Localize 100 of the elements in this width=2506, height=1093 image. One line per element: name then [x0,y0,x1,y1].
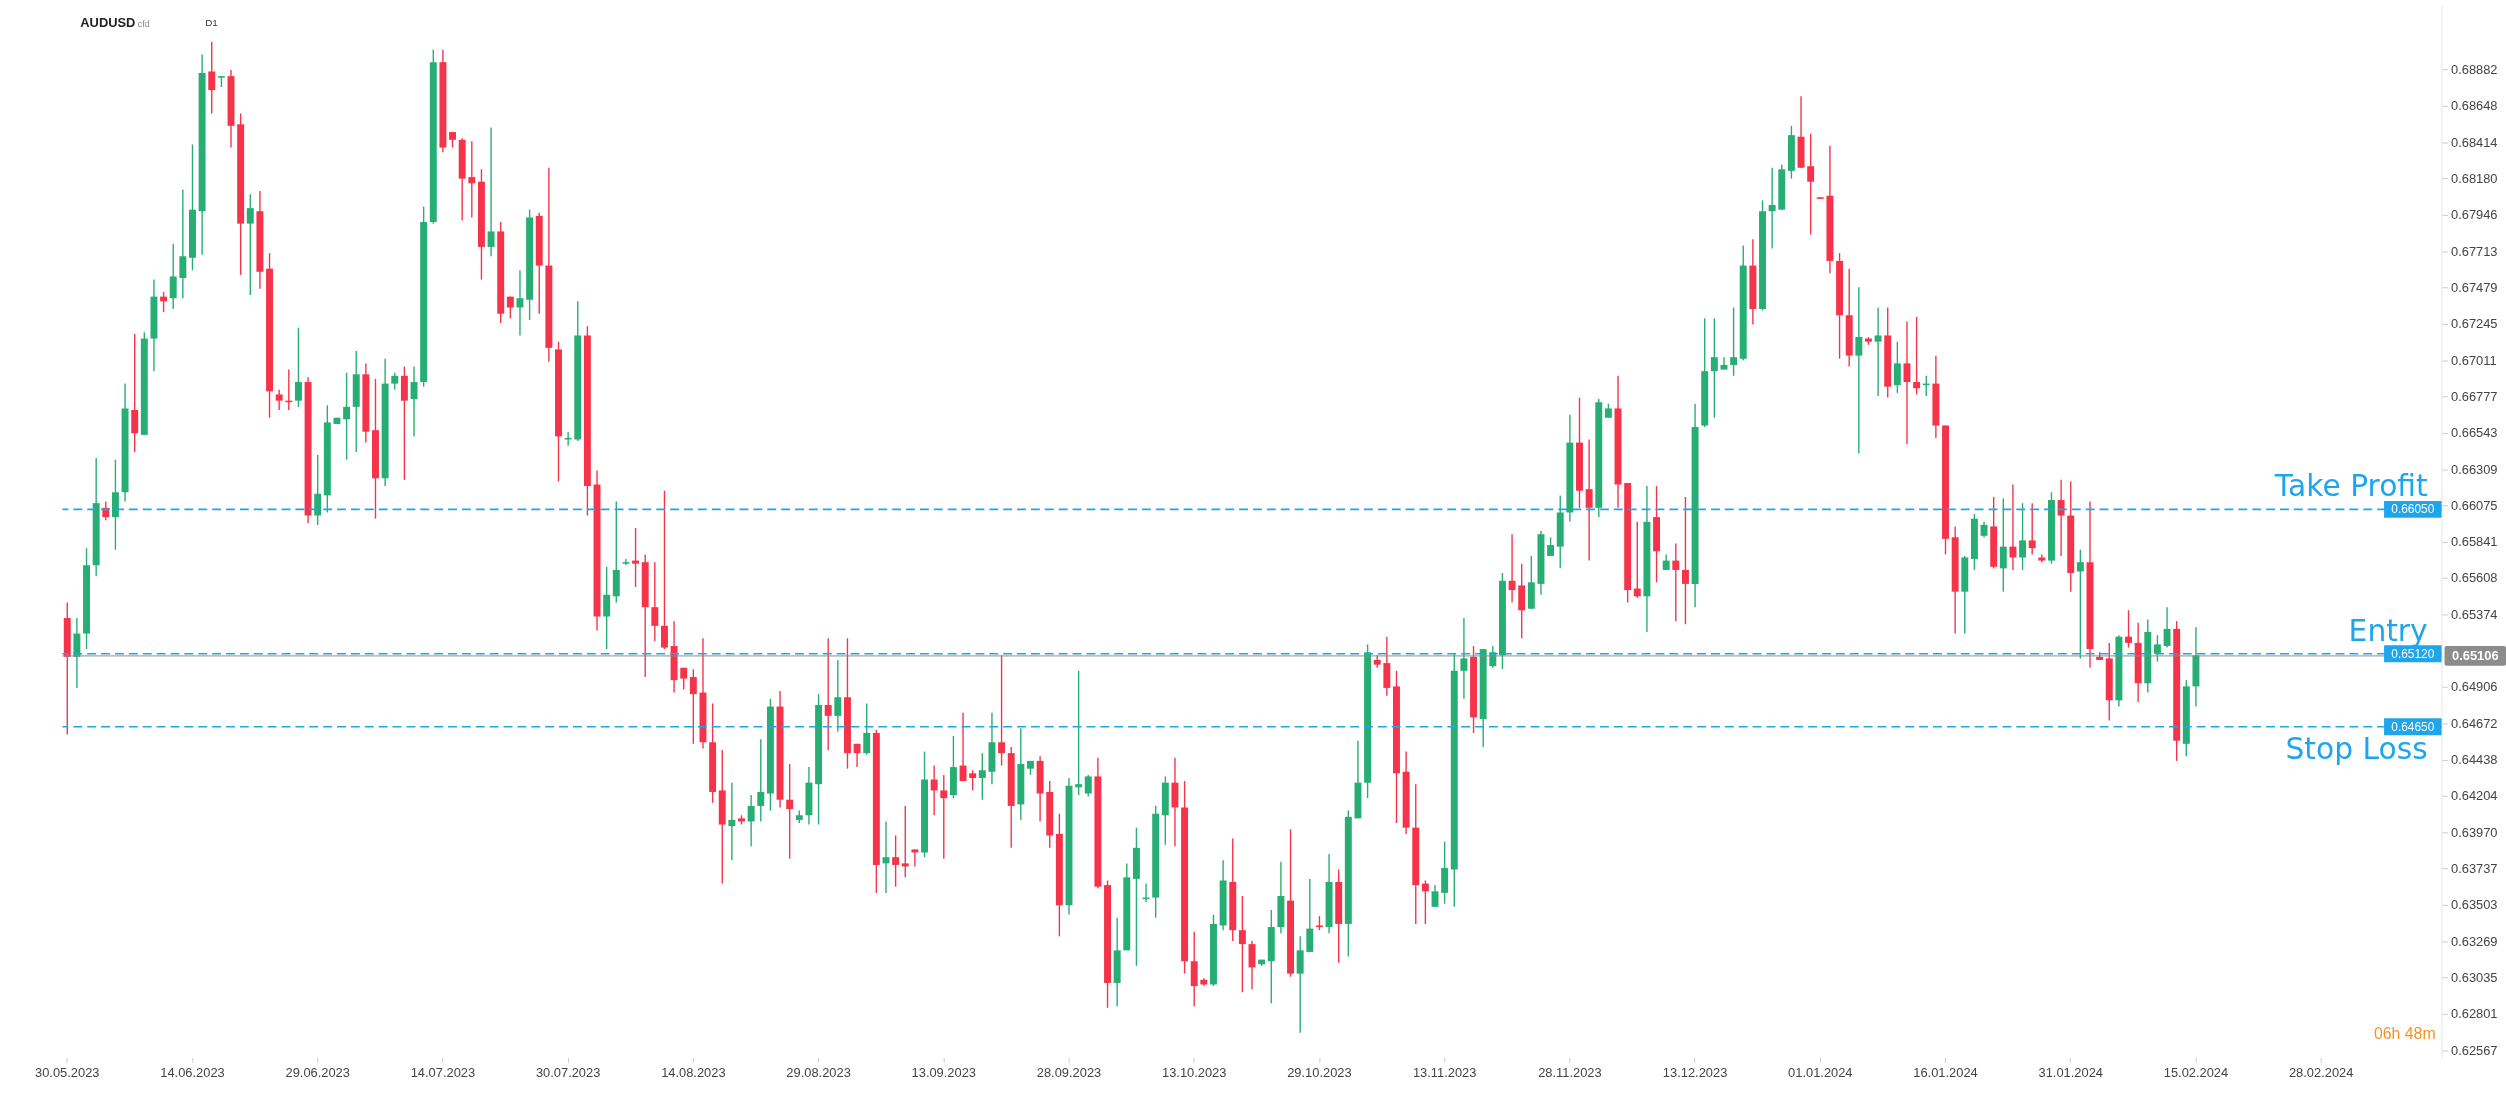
x-tick-label: 29.10.2023 [1287,1064,1352,1080]
candlestick [1421,879,1429,925]
candlestick [343,372,351,461]
candlestick [1508,533,1516,604]
candlestick [1585,438,1593,562]
candlestick [786,763,794,860]
x-tick-label: 13.11.2023 [1412,1064,1477,1080]
x-tick-label: 13.12.2023 [1662,1064,1728,1080]
y-tick-label: 0.62567 [2450,1042,2498,1058]
candlestick [314,454,322,526]
candlestick [728,781,736,861]
candlestick [208,41,216,115]
y-tick-label: 0.67011 [2450,352,2497,368]
candlestick [468,140,476,219]
candlestick [516,269,524,337]
y-tick-label: 0.64672 [2450,715,2498,731]
candlestick [603,566,611,650]
y-tick-label: 0.64438 [2450,752,2498,768]
candlestick [2163,606,2171,649]
ref-line-label: 0.65106 [2452,647,2499,663]
candlestick [863,702,871,756]
candlestick [1306,878,1314,953]
x-tick-label: 31.01.2024 [2038,1064,2103,1080]
x-tick-label: 01.01.2024 [1788,1064,1853,1080]
x-tick-label: 28.02.2024 [2288,1064,2354,1080]
y-tick-label: 0.68648 [2450,98,2498,114]
candlestick [911,848,919,868]
candlestick [2009,483,2017,571]
y-tick-label: 0.63737 [2450,860,2498,876]
candlestick [834,659,842,733]
candlestick [959,712,967,782]
y-tick-label: 0.67245 [2450,316,2498,332]
y-tick-label: 0.63503 [2450,897,2498,913]
candlestick [1874,306,1882,397]
candlestick [632,527,640,588]
x-tick-label: 14.06.2023 [160,1064,225,1080]
ref-line-label: Entry [2348,612,2428,648]
candlestick [1084,774,1092,798]
y-tick-label: 0.63269 [2450,933,2498,949]
candlestick [1999,497,2007,593]
x-tick-label: 28.11.2023 [1538,1064,1602,1080]
candlestick [1238,895,1246,993]
candlestick [131,333,139,453]
candlestick [1075,670,1083,796]
candlestick [1855,286,1863,455]
y-tick-label: 0.63970 [2450,824,2498,840]
annotation: D1 [205,16,219,28]
y-tick-label: 0.67479 [2450,279,2498,295]
candlestick [1672,542,1680,622]
y-tick-label: 0.67713 [2450,243,2498,259]
y-tick-label: 0.66777 [2450,388,2498,404]
x-tick-label: 29.08.2023 [786,1064,851,1080]
candlestick [978,752,986,801]
candlestick [892,834,900,888]
candlestick [1768,167,1776,250]
x-tick-label: 15.02.2024 [2163,1064,2229,1080]
x-tick-label: 30.07.2023 [535,1064,601,1080]
y-tick-label: 0.62801 [2450,1006,2498,1022]
candlestick [660,490,668,650]
y-tick-label: 0.65608 [2450,570,2498,586]
candlestick [1893,340,1901,394]
y-tick-label: 0.68882 [2450,62,2498,78]
candlestick [487,126,495,257]
x-tick-label: 13.10.2023 [1161,1064,1227,1080]
ref-line-label: Stop Loss [2285,731,2428,767]
annotation: 0.66050 [2391,502,2435,517]
candlestick [747,794,755,847]
x-tick-label: 14.07.2023 [410,1064,476,1080]
candlestick [275,389,283,411]
x-tick-label: 13.09.2023 [911,1064,977,1080]
candlestick [757,738,765,823]
candlestick [1720,356,1728,371]
candlestick [1681,496,1689,625]
x-tick-label: 16.01.2024 [1913,1064,1978,1080]
y-tick-label: 0.66309 [2450,461,2498,477]
x-tick-label: 29.06.2023 [285,1064,350,1080]
annotation: 06h 48m [2373,1024,2436,1042]
y-tick-label: 0.65841 [2450,534,2498,550]
candlestick [1633,521,1641,599]
text: AUDUSD [80,14,136,30]
candlestick [2076,549,2084,660]
candlestick [2028,502,2036,556]
y-tick-label: 0.66543 [2450,425,2498,441]
x-tick-label: 28.09.2023 [1036,1064,1102,1080]
candlestick [930,764,938,816]
candlestick [1296,935,1304,1034]
candlestick [1547,536,1555,557]
candlestick [824,637,832,751]
candlestick [1913,316,1921,396]
candlestick [169,243,177,310]
y-tick-label: 0.64204 [2450,788,2498,804]
candlestick [689,668,697,745]
candlestick [651,561,659,643]
candlestick [2057,479,2065,557]
y-tick-label: 0.66075 [2450,497,2498,513]
candlestick [1710,317,1718,419]
candlestick [998,654,1006,767]
candlestick [294,326,302,408]
y-tick-label: 0.65374 [2450,606,2498,622]
annotation: 0.65120 [2391,646,2435,661]
